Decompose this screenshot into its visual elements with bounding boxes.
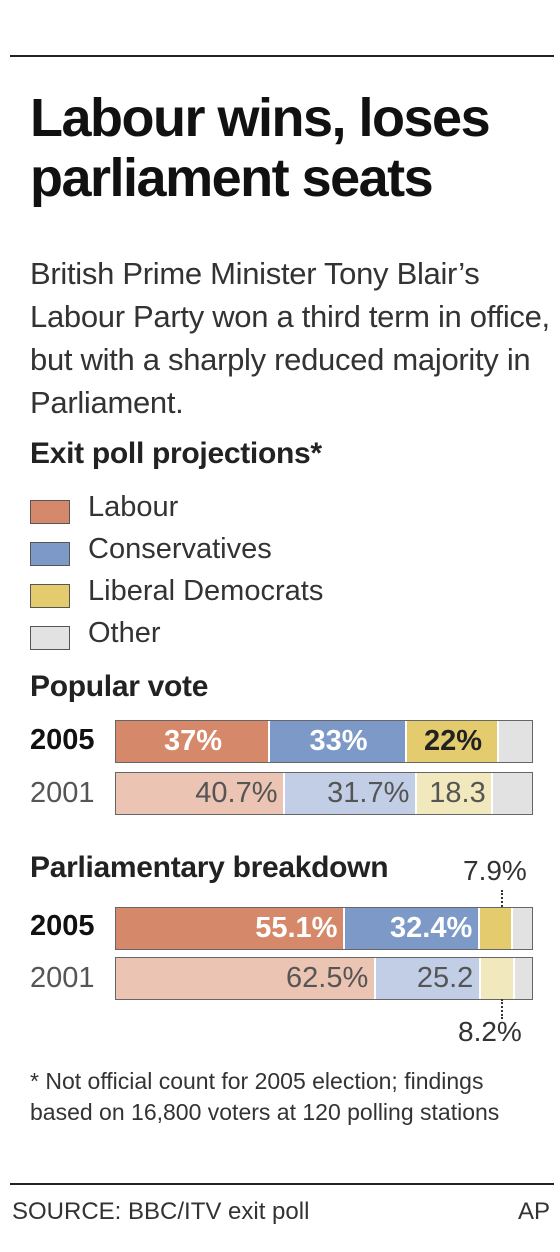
popular-vote-2001-liberal-democrats-segment: [417, 773, 494, 814]
parliamentary-2005-conservatives-segment: [345, 908, 480, 949]
bottom-rule: [10, 1183, 554, 1185]
parliamentary-year-2001: 2001: [30, 962, 95, 994]
parliamentary-2005-conservatives-value-label: 32.4%: [390, 912, 473, 944]
popular-vote-bar-2005: 37% 33% 22%: [115, 720, 533, 763]
popular-vote-bar-2001: 40.7% 31.7% 18.3: [115, 772, 533, 815]
parliamentary-2001-labour-value-label: 62.5%: [286, 962, 369, 994]
popular-vote-2001-conservatives-segment: [285, 773, 418, 814]
parliamentary-2001-conservatives-segment: [376, 958, 481, 999]
parliamentary-2001-labour-segment: [116, 958, 376, 999]
parliamentary-2001-other-segment: [514, 958, 532, 999]
parliamentary-breakdown-title: Parliamentary breakdown: [30, 851, 389, 884]
libdem-2005-callout-leader: [501, 890, 503, 914]
source-line: SOURCE: BBC/ITV exit poll: [12, 1198, 310, 1225]
legend-swatch-liberal-democrats: [30, 584, 70, 608]
parliamentary-2005-labour-value-label: 55.1%: [255, 912, 338, 944]
parliamentary-year-2005: 2005: [30, 910, 95, 942]
legend-label-liberal-democrats: Liberal Democrats: [88, 575, 324, 607]
popular-vote-2005-conservatives-segment: [269, 721, 408, 762]
parliamentary-2001-liberal-democrats-segment: [480, 958, 515, 999]
legend-label-conservatives: Conservatives: [88, 533, 272, 565]
headline: Labour wins, loses parliament seats: [30, 88, 491, 208]
popular-vote-2005-liberal-democrats-segment: [407, 721, 499, 762]
popular-vote-year-2001: 2001: [30, 777, 95, 809]
libdem-2005-seats-callout: 7.9%: [463, 855, 527, 886]
legend-swatch-labour: [30, 500, 70, 524]
parliamentary-2001-conservatives-value-label: 25.2: [416, 962, 474, 994]
popular-vote-2001-other-segment: [493, 773, 532, 814]
popular-vote-2005-labour-segment: [116, 721, 270, 762]
popular-vote-2001-conservatives-value-label: 31.7%: [327, 777, 410, 809]
legend-label-labour: Labour: [88, 491, 179, 523]
parliamentary-2005-other-segment: [512, 908, 532, 949]
top-rule: [10, 55, 554, 57]
popular-vote-title: Popular vote: [30, 670, 209, 703]
legend-title: Exit poll projections*: [30, 437, 322, 470]
legend-swatch-conservatives: [30, 542, 70, 566]
legend-label-other: Other: [88, 617, 161, 649]
legend-swatch-other: [30, 626, 70, 650]
popular-vote-year-2005: 2005: [30, 724, 95, 756]
parliamentary-bar-2001: 62.5% 25.2: [115, 957, 533, 1000]
libdem-2001-callout-leader: [501, 999, 503, 1019]
parliamentary-2005-liberal-democrats-segment: [480, 908, 513, 949]
credit-line: AP: [517, 1198, 550, 1225]
popular-vote-2005-liberal-democrats-value-label: 22%: [423, 725, 482, 757]
popular-vote-2001-labour-value-label: 40.7%: [195, 777, 278, 809]
parliamentary-bar-2005: 55.1% 32.4%: [115, 907, 533, 950]
parliamentary-2005-labour-segment: [116, 908, 346, 949]
dek-text: British Prime Minister Tony Blair’s Labo…: [30, 256, 550, 420]
popular-vote-2005-conservatives-value-label: 33%: [309, 725, 368, 757]
libdem-2001-seats-callout: 8.2%: [458, 1016, 522, 1047]
popular-vote-2001-labour-segment: [116, 773, 286, 814]
popular-vote-2001-liberal-democrats-value-label: 18.3: [429, 777, 486, 809]
footnote: * Not official count for 2005 election; …: [30, 1068, 500, 1125]
popular-vote-2005-labour-value-label: 37%: [163, 725, 222, 757]
popular-vote-2005-other-segment: [498, 721, 532, 762]
